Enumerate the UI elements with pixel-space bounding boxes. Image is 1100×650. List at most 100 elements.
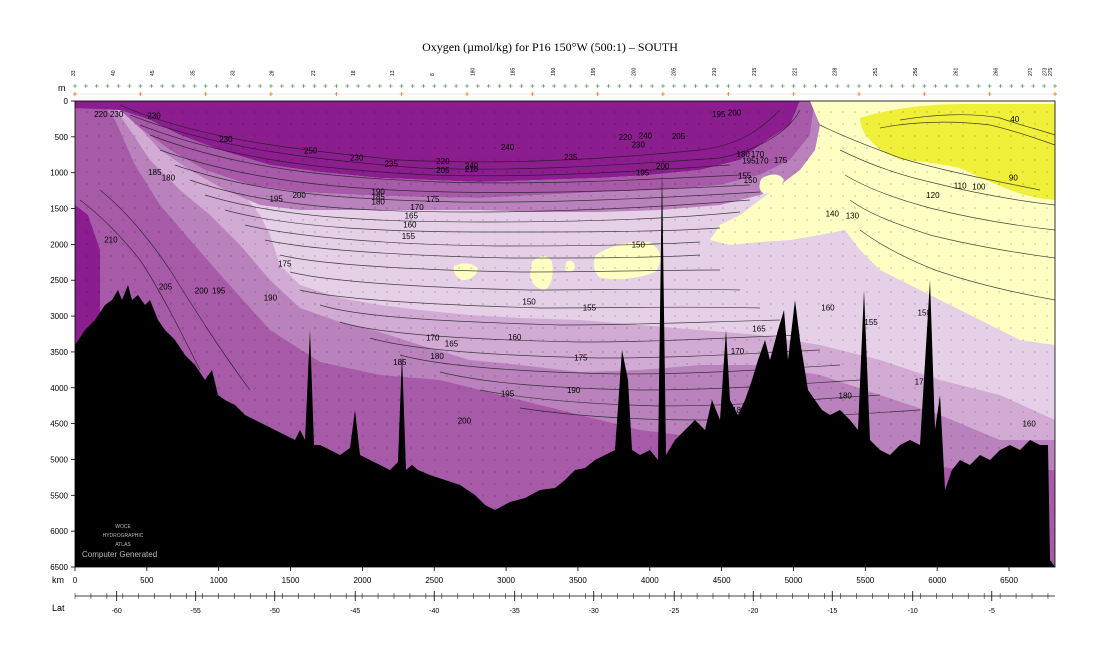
contour-value-label: 200 (728, 108, 742, 117)
contour-value-label: 165 (752, 324, 766, 333)
lat-tick-label: -10 (908, 608, 918, 615)
station-label: 205 (672, 67, 678, 76)
contour-value-label: 175 (774, 156, 788, 165)
contour-value-label: 170 (426, 334, 440, 343)
station-label: 256 (913, 67, 919, 76)
lat-tick-label: -40 (429, 608, 439, 615)
contour-value-label: 180 (839, 392, 853, 401)
contour-value-label: 220 (94, 110, 108, 119)
contour-value-label: 140 (826, 210, 840, 219)
contour-value-label: 175 (915, 377, 929, 386)
contour-value-label: 170 (410, 203, 424, 212)
logo-line-3: ATLAS (115, 542, 131, 548)
contour-value-label: 155 (402, 232, 416, 241)
contour-value-label: 165 (405, 212, 419, 221)
contour-value-label: 200 (458, 417, 472, 426)
contour-value-label: 155 (738, 172, 752, 181)
station-label: 180 (470, 67, 476, 76)
contour-value-label: 150 (632, 240, 646, 249)
contour-value-label: 240 (465, 162, 479, 171)
contour-value-label: 150 (744, 176, 758, 185)
station-label: 271 (1028, 67, 1034, 76)
station-label: 195 (591, 67, 597, 76)
station-label: 40 (111, 70, 117, 76)
bathymetry (75, 170, 1055, 567)
contour-value-label: 230 (147, 111, 161, 120)
contour-value-label: 195 (712, 110, 726, 119)
contour-value-label: 235 (384, 159, 398, 168)
contour-value-label: 170 (731, 347, 745, 356)
station-label: 33 (231, 70, 237, 76)
station-label: 238 (833, 67, 839, 76)
computer-generated-footer: Computer Generated (82, 550, 157, 559)
contour-value-label: 210 (104, 235, 118, 244)
lat-tick-label: -50 (270, 608, 280, 615)
station-label: 273 (1042, 67, 1048, 76)
contour-value-label: 205 (672, 132, 686, 141)
depth-tick-label: 6500 (50, 563, 68, 572)
station-label: 13 (390, 70, 396, 76)
contour-value-label: 155 (864, 318, 878, 327)
contour-value-label: 175 (278, 260, 292, 269)
depth-tick-label: 4000 (50, 384, 68, 393)
contour-value-label: 185 (732, 406, 746, 415)
contour-value-label: 160 (403, 220, 417, 229)
contour-value-label: 250 (304, 146, 318, 155)
contour-value-label: 200 (195, 286, 209, 295)
contour-value-label: 240 (501, 143, 515, 152)
contour-value-label: 150 (918, 308, 932, 317)
contour-value-label: 195 (501, 390, 515, 399)
station-label: 8 (430, 73, 436, 76)
contour-value-label: 230 (632, 141, 646, 150)
lat-tick-label: -55 (191, 608, 201, 615)
contour-value-label: 110 (954, 182, 967, 191)
contour-value-label: 185 (393, 358, 407, 367)
lat-tick-label: -5 (989, 608, 995, 615)
contour-value-label: 170 (751, 150, 765, 159)
contour-value-label: 180 (430, 352, 444, 361)
distance-tick-label: 4000 (641, 576, 659, 585)
contour-value-label: 195 (269, 195, 283, 204)
contour-value-label: 180 (372, 197, 386, 206)
contour-value-label: 120 (926, 191, 940, 200)
distance-tick-label: 500 (140, 576, 154, 585)
depth-tick-label: 1000 (50, 169, 68, 178)
contour-value-label: 205 (436, 166, 450, 175)
distance-tick-label: 3500 (569, 576, 587, 585)
lat-tick-label: -25 (669, 608, 679, 615)
station-label: 251 (873, 67, 879, 76)
contour-value-label: 230 (219, 135, 233, 144)
lat-tick-label: -20 (748, 608, 758, 615)
contour-value-label: 195 (636, 169, 650, 178)
station-label: 261 (953, 67, 959, 76)
contour-value-label: 220 (436, 157, 450, 166)
contour-value-label: 185 (148, 168, 162, 177)
distance-tick-label: 6500 (1000, 576, 1018, 585)
depth-tick-label: 6000 (50, 527, 68, 536)
distance-tick-label: 4500 (713, 576, 731, 585)
contour-value-label: 230 (350, 154, 364, 163)
depth-tick-label: 3500 (50, 348, 68, 357)
distance-tick-label: 5000 (785, 576, 803, 585)
contour-value-label: 100 (972, 182, 986, 191)
distance-tick-label: 2500 (425, 576, 443, 585)
station-label: 200 (631, 67, 637, 76)
lat-axis-label: Lat (52, 603, 65, 613)
distance-tick-label: 1000 (210, 576, 228, 585)
contour-value-label: 200 (292, 191, 306, 200)
distance-tick-label: 0 (73, 576, 78, 585)
depth-tick-label: 2500 (50, 276, 68, 285)
contour-value-label: 160 (821, 303, 835, 312)
contour-value-label: 40 (1010, 115, 1019, 124)
contour-value-label: 230 (110, 110, 124, 119)
depth-tick-label: 500 (55, 133, 69, 142)
contour-value-label: 235 (564, 153, 578, 162)
depth-tick-label: 0 (64, 97, 69, 106)
contour-value-label: 150 (522, 298, 536, 307)
contour-value-label: 190 (264, 293, 278, 302)
lat-tick-label: -60 (112, 608, 122, 615)
station-label: 23 (311, 70, 317, 76)
contour-value-label: 90 (1009, 174, 1018, 183)
depth-tick-label: 5500 (50, 491, 68, 500)
